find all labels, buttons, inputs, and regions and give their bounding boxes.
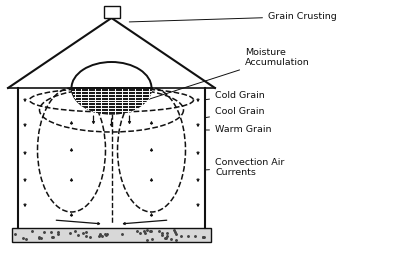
Point [159, 231, 165, 235]
Point [23, 236, 30, 241]
Point [48, 230, 54, 234]
Text: Cool Grain: Cool Grain [206, 107, 265, 118]
Point [12, 232, 18, 237]
Point [83, 233, 89, 238]
Point [38, 236, 45, 240]
Point [83, 230, 89, 234]
Point [136, 231, 143, 235]
Point [119, 232, 126, 236]
Point [144, 238, 150, 242]
Point [36, 236, 42, 240]
Point [29, 229, 36, 233]
Point [102, 232, 108, 236]
Point [173, 232, 180, 236]
Point [156, 229, 162, 233]
Point [96, 234, 102, 238]
Point [164, 231, 171, 235]
Point [49, 234, 55, 239]
Point [96, 232, 103, 237]
Point [162, 236, 169, 240]
Point [173, 238, 180, 242]
Text: Grain Crusting: Grain Crusting [129, 12, 337, 22]
Point [172, 230, 178, 234]
Point [148, 237, 155, 241]
Point [185, 233, 191, 238]
Point [19, 236, 26, 240]
Point [134, 228, 140, 233]
Point [67, 231, 73, 235]
Point [99, 234, 105, 238]
Point [201, 234, 207, 239]
Point [74, 232, 81, 237]
Point [142, 231, 148, 235]
Point [102, 233, 109, 237]
Text: Moisture
Accumulation: Moisture Accumulation [149, 48, 310, 99]
Point [50, 235, 56, 239]
Point [97, 232, 104, 237]
Point [200, 234, 207, 239]
Point [41, 230, 47, 234]
Text: Cold Grain: Cold Grain [206, 90, 265, 100]
Point [55, 230, 61, 234]
Point [159, 233, 166, 237]
Point [140, 229, 147, 233]
Point [86, 235, 93, 239]
Polygon shape [71, 88, 152, 114]
Point [55, 232, 61, 236]
Point [171, 228, 178, 232]
Point [72, 229, 78, 233]
Point [168, 237, 174, 241]
Point [147, 229, 154, 233]
Point [144, 228, 150, 232]
Bar [103, 6, 119, 18]
Point [164, 233, 170, 238]
Point [162, 236, 168, 240]
Bar [12, 228, 211, 242]
Text: Warm Grain: Warm Grain [206, 125, 271, 134]
Point [178, 234, 184, 238]
Point [103, 232, 110, 237]
Point [192, 233, 198, 238]
Point [147, 229, 153, 233]
Point [36, 235, 43, 239]
Text: Convection Air
Currents: Convection Air Currents [206, 158, 284, 177]
Point [199, 235, 206, 239]
Point [80, 231, 86, 235]
